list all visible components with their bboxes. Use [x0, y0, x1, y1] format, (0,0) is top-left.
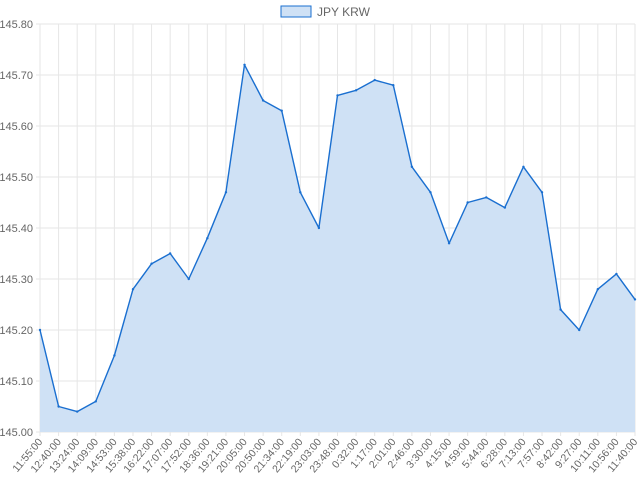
series-area	[40, 64, 635, 433]
data-point	[354, 89, 358, 92]
y-tick-label: 145.00	[0, 427, 33, 439]
data-point	[410, 165, 414, 168]
data-point	[131, 288, 135, 291]
y-tick-label: 145.50	[0, 172, 33, 184]
data-point	[261, 99, 265, 102]
data-point	[522, 165, 525, 168]
y-tick-label: 145.70	[0, 70, 33, 82]
y-axis: 145.00 145.10 145.20 145.30 145.40 145.50 145.…	[0, 19, 33, 439]
data-point	[187, 277, 190, 281]
data-point	[280, 109, 283, 112]
y-tick-label: 145.30	[0, 274, 33, 286]
data-point	[392, 84, 395, 87]
data-point	[57, 405, 60, 408]
data-point	[94, 400, 97, 403]
data-point	[206, 237, 209, 240]
data-point	[168, 252, 172, 255]
data-point	[503, 206, 507, 209]
data-point	[466, 201, 469, 204]
data-point	[485, 196, 488, 199]
legend-swatch	[280, 5, 312, 18]
data-point	[596, 288, 600, 291]
data-point	[243, 63, 246, 66]
data-point	[540, 191, 544, 194]
data-point	[336, 94, 339, 97]
data-point	[429, 191, 432, 194]
data-point	[317, 226, 321, 230]
data-point	[373, 78, 376, 82]
series-points	[38, 63, 637, 413]
data-point	[559, 308, 562, 311]
legend-label: JPY KRW	[317, 5, 371, 19]
data-point	[224, 191, 228, 194]
y-tick-label: 145.80	[0, 19, 33, 31]
data-point	[75, 410, 79, 413]
data-point	[633, 298, 637, 301]
y-tick-label: 145.10	[0, 376, 33, 388]
data-point	[615, 272, 618, 276]
data-point	[113, 354, 116, 357]
legend[interactable]: JPY KRW	[280, 5, 371, 19]
data-point	[38, 328, 42, 332]
y-tick-label: 145.60	[0, 121, 33, 133]
x-axis: 11:55:0012:40:0013:24:0014:09:0014:53:00…	[10, 436, 640, 475]
data-point	[299, 191, 302, 194]
y-tick-label: 145.40	[0, 223, 33, 235]
data-point	[150, 262, 153, 265]
data-point	[447, 242, 451, 245]
y-tick-label: 145.20	[0, 325, 33, 337]
data-point	[578, 328, 581, 332]
